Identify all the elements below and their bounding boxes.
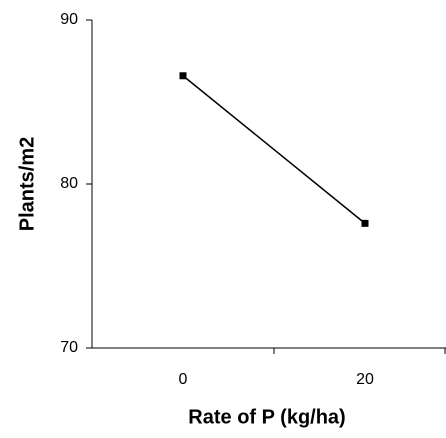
y-tick-label: 70 [60, 339, 78, 356]
data-point [361, 219, 369, 227]
data-line [182, 75, 366, 224]
y-tick-label: 80 [60, 175, 78, 192]
x-tick-label: 20 [356, 371, 374, 388]
y-tick-label: 90 [60, 11, 78, 28]
x-axis-title: Rate of P (kg/ha) [188, 406, 345, 428]
data-point [179, 72, 187, 80]
y-axis-title: Plants/m2 [16, 137, 38, 231]
x-tick-label: 0 [179, 371, 188, 388]
